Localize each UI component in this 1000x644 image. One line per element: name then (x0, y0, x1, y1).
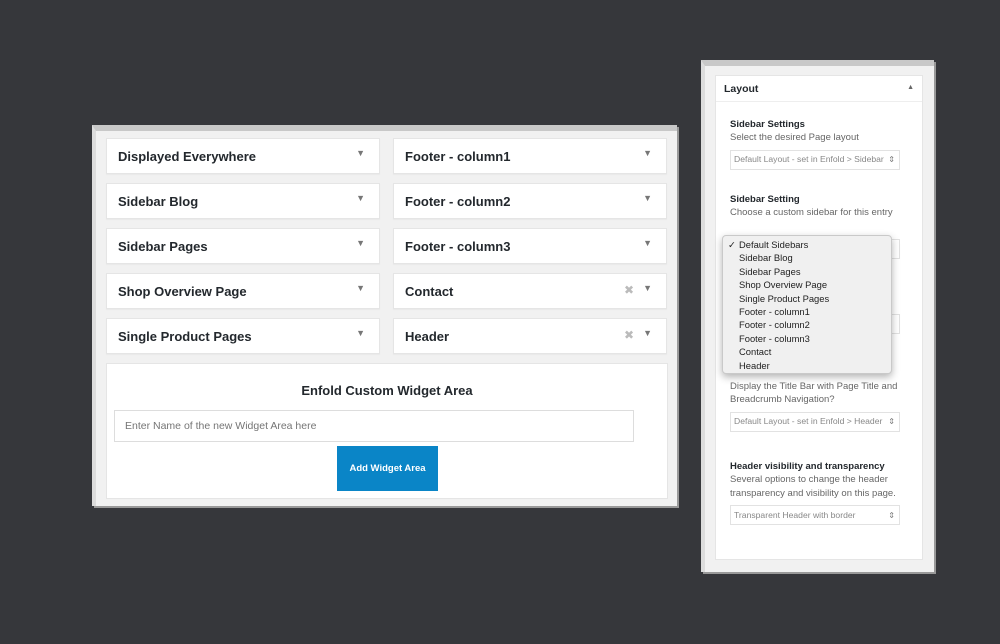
chevron-down-icon[interactable]: ▼ (356, 283, 365, 293)
sidebar-settings-section: Sidebar Settings Select the desired Page… (730, 118, 910, 170)
chevron-down-icon[interactable]: ▼ (356, 238, 365, 248)
widget-area-right-4[interactable]: Header ✖ ▼ (393, 318, 667, 354)
select-value: Transparent Header with border (734, 509, 856, 520)
select-arrows-icon: ⇕ (888, 155, 895, 165)
layout-title: Layout (724, 83, 759, 95)
widget-area-left-1[interactable]: Sidebar Blog ▼ (106, 183, 380, 219)
sidebar-setting-desc: Choose a custom sidebar for this entry (730, 207, 893, 219)
widget-area-title: Header (405, 329, 450, 344)
dropdown-option[interactable]: Footer - column1 (739, 306, 810, 318)
chevron-down-icon[interactable]: ▼ (643, 193, 652, 203)
widget-area-title: Footer - column3 (405, 239, 511, 254)
sidebar-dropdown-menu: ✓ Default Sidebars Sidebar Blog Sidebar Pag… (722, 235, 892, 374)
widget-area-right-3[interactable]: Contact ✖ ▼ (393, 273, 667, 309)
dropdown-option[interactable]: Sidebar Blog (739, 252, 793, 264)
sidebar-setting-label: Sidebar Setting (730, 194, 800, 205)
widget-area-right-2[interactable]: Footer - column3 ▼ (393, 228, 667, 264)
widget-area-left-3[interactable]: Shop Overview Page ▼ (106, 273, 380, 309)
widget-areas-panel: Displayed Everywhere ▼ Sidebar Blog ▼ Sideba… (92, 125, 677, 506)
remove-icon[interactable]: ✖ (623, 283, 634, 297)
widget-area-title: Shop Overview Page (118, 284, 247, 299)
select-arrows-icon: ⇕ (888, 417, 895, 427)
dropdown-option[interactable]: Single Product Pages (739, 292, 830, 304)
widget-area-title: Displayed Everywhere (118, 149, 257, 164)
layout-header[interactable]: Layout ▲ (716, 76, 922, 102)
header-visibility-select[interactable]: Transparent Header with border ⇕ (730, 505, 900, 526)
remove-icon[interactable]: ✖ (623, 328, 634, 342)
widget-area-right-0[interactable]: Footer - column1 ▼ (393, 138, 667, 174)
widget-area-title: Contact (405, 284, 454, 299)
sidebar-settings-label: Sidebar Settings (730, 119, 805, 130)
sidebar-settings-desc: Select the desired Page layout (730, 132, 859, 144)
dropdown-option[interactable]: Header (739, 359, 770, 371)
page-layout-select[interactable]: Default Layout - set in Enfold > Sidebar… (730, 149, 900, 170)
checkmark-icon: ✓ (728, 239, 736, 250)
dropdown-option[interactable]: Contact (739, 346, 772, 358)
widget-area-left-4[interactable]: Single Product Pages ▼ (106, 318, 380, 354)
chevron-down-icon[interactable]: ▼ (356, 193, 365, 203)
add-widget-area-button[interactable]: Add Widget Area (337, 446, 438, 491)
title-bar-desc: Display the Title Bar with Page Title an… (730, 381, 898, 406)
chevron-down-icon[interactable]: ▼ (643, 328, 652, 338)
chevron-down-icon[interactable]: ▼ (356, 148, 365, 158)
header-visibility-desc: Several options to change the header tra… (730, 474, 896, 499)
dropdown-option[interactable]: Sidebar Pages (739, 265, 801, 277)
widget-area-left-0[interactable]: Displayed Everywhere ▼ (106, 138, 380, 174)
chevron-down-icon[interactable]: ▼ (643, 238, 652, 248)
chevron-down-icon[interactable]: ▼ (356, 328, 365, 338)
widget-area-title: Sidebar Pages (118, 239, 208, 254)
select-value: Default Layout - set in Enfold > Sidebar (734, 154, 884, 165)
header-visibility-section: Header visibility and transparency Sever… (730, 460, 910, 526)
dropdown-option[interactable]: ✓ Default Sidebars (728, 239, 809, 250)
widget-area-title: Footer - column1 (405, 149, 511, 164)
title-bar-section: Display the Title Bar with Page Title an… (730, 380, 910, 432)
custom-widget-area-title: Enfold Custom Widget Area (301, 383, 473, 398)
dropdown-option[interactable]: Footer - column2 (739, 319, 810, 331)
widget-area-left-2[interactable]: Sidebar Pages ▼ (106, 228, 380, 264)
sidebar-setting-section: Sidebar Setting Choose a custom sidebar … (730, 193, 910, 220)
chevron-down-icon[interactable]: ▼ (643, 283, 652, 293)
widget-area-title: Footer - column2 (405, 194, 511, 209)
dropdown-option[interactable]: Footer - column3 (739, 332, 810, 344)
select-value: Default Layout - set in Enfold > Header (734, 416, 883, 427)
dropdown-option[interactable]: Shop Overview Page (739, 279, 828, 291)
widget-area-title: Single Product Pages (118, 329, 252, 344)
widget-area-name-input[interactable] (114, 410, 634, 442)
widget-area-title: Sidebar Blog (118, 194, 199, 209)
title-bar-select[interactable]: Default Layout - set in Enfold > Header ⇕ (730, 411, 900, 432)
widget-area-right-1[interactable]: Footer - column2 ▼ (393, 183, 667, 219)
header-visibility-label: Header visibility and transparency (730, 461, 885, 472)
collapse-arrow-icon[interactable]: ▲ (907, 84, 914, 91)
custom-widget-area-form: Enfold Custom Widget Area Add Widget Are… (106, 363, 668, 499)
select-arrows-icon: ⇕ (888, 510, 895, 520)
chevron-down-icon[interactable]: ▼ (643, 148, 652, 158)
